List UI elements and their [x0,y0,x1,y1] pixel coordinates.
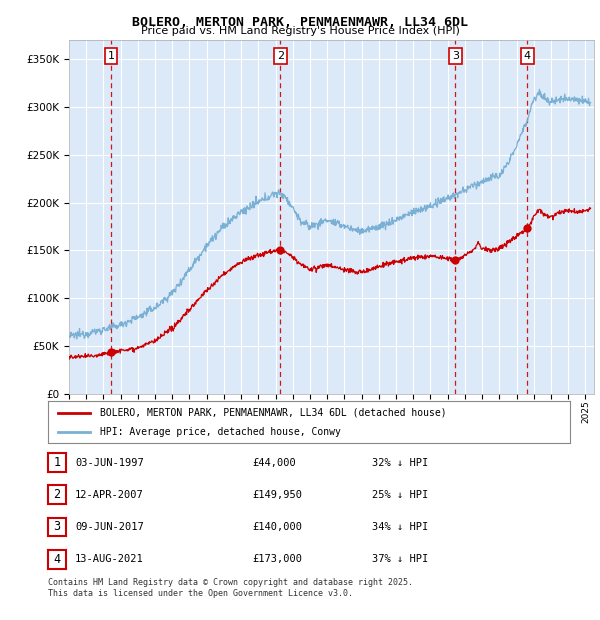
Text: 09-JUN-2017: 09-JUN-2017 [75,522,144,532]
Text: 03-JUN-1997: 03-JUN-1997 [75,458,144,467]
Text: £140,000: £140,000 [252,522,302,532]
Text: BOLERO, MERTON PARK, PENMAENMAWR, LL34 6DL: BOLERO, MERTON PARK, PENMAENMAWR, LL34 6… [132,16,468,29]
Text: Contains HM Land Registry data © Crown copyright and database right 2025.
This d: Contains HM Land Registry data © Crown c… [48,578,413,598]
Text: £44,000: £44,000 [252,458,296,467]
Text: £149,950: £149,950 [252,490,302,500]
Text: 1: 1 [107,51,115,61]
Text: 4: 4 [524,51,531,61]
Text: BOLERO, MERTON PARK, PENMAENMAWR, LL34 6DL (detached house): BOLERO, MERTON PARK, PENMAENMAWR, LL34 6… [100,407,447,417]
Text: 3: 3 [452,51,459,61]
Text: 32% ↓ HPI: 32% ↓ HPI [372,458,428,467]
Text: 4: 4 [53,553,61,565]
Text: 25% ↓ HPI: 25% ↓ HPI [372,490,428,500]
Text: 3: 3 [53,521,61,533]
Text: 1: 1 [53,456,61,469]
Text: 12-APR-2007: 12-APR-2007 [75,490,144,500]
Text: 2: 2 [277,51,284,61]
Text: 13-AUG-2021: 13-AUG-2021 [75,554,144,564]
Text: Price paid vs. HM Land Registry's House Price Index (HPI): Price paid vs. HM Land Registry's House … [140,26,460,36]
Text: 2: 2 [53,489,61,501]
Text: 34% ↓ HPI: 34% ↓ HPI [372,522,428,532]
Text: 37% ↓ HPI: 37% ↓ HPI [372,554,428,564]
Text: £173,000: £173,000 [252,554,302,564]
Text: HPI: Average price, detached house, Conwy: HPI: Average price, detached house, Conw… [100,427,341,437]
